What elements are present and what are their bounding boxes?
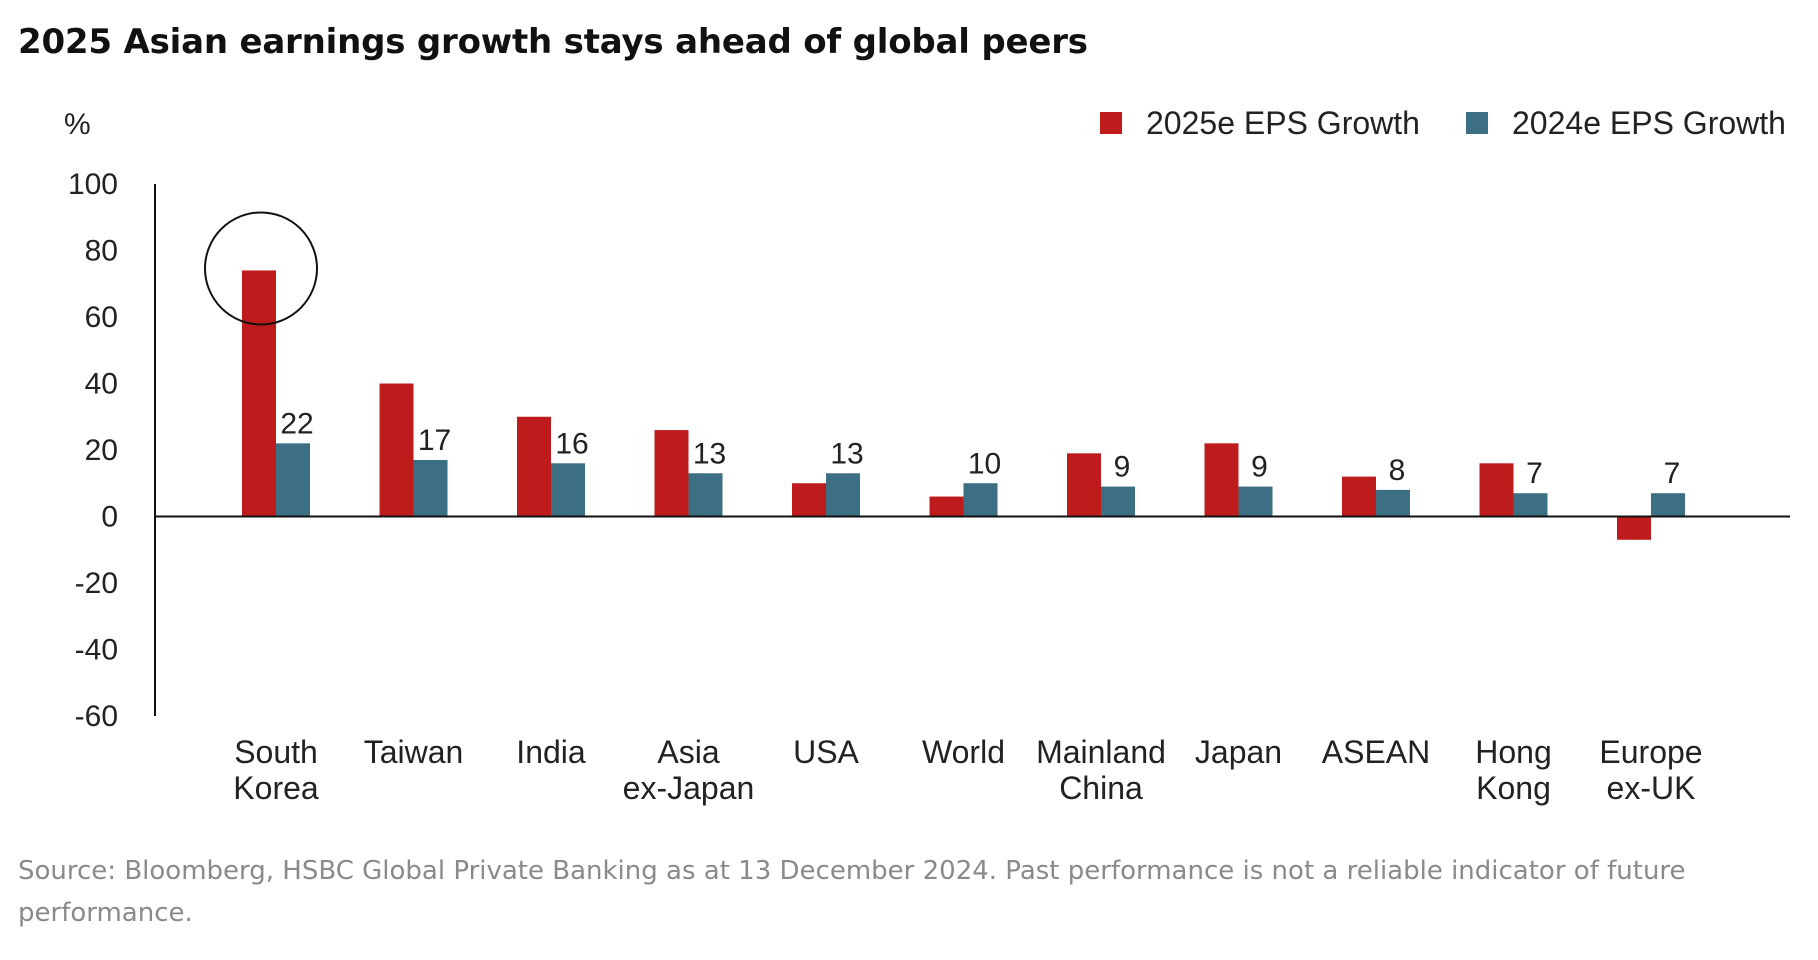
category-label: World [922, 734, 1005, 770]
data-label-2024e: 7 [1526, 457, 1543, 490]
category-label: Hong [1475, 734, 1552, 770]
y-tick-label: -40 [75, 634, 118, 667]
data-label-2024e: 9 [1114, 451, 1131, 484]
data-label-2024e: 13 [693, 437, 726, 470]
bar-2025e [1067, 453, 1101, 517]
y-tick-label: 100 [68, 168, 118, 201]
bar-2025e [517, 416, 551, 517]
category-label: India [516, 734, 586, 770]
category-label: ex-UK [1607, 770, 1696, 806]
y-tick-label: 40 [85, 368, 118, 401]
bars [242, 270, 1685, 540]
bar-2025e [1617, 516, 1651, 540]
bar-2024e [551, 463, 585, 517]
bar-2024e [963, 483, 998, 517]
category-label: Taiwan [364, 734, 464, 770]
data-label-2024e: 16 [555, 427, 588, 460]
category-label: Mainland [1036, 734, 1166, 770]
bar-2024e [1513, 493, 1548, 517]
bar-2024e [826, 473, 860, 517]
legend: 2025e EPS Growth 2024e EPS Growth [1100, 105, 1786, 141]
y-tick-label: 20 [85, 434, 118, 467]
category-label: Japan [1195, 734, 1282, 770]
bar-2024e [688, 473, 723, 517]
y-tick-label: 0 [101, 501, 118, 534]
legend-label-2025e: 2025e EPS Growth [1146, 105, 1420, 141]
category-label: China [1059, 770, 1143, 806]
y-axis-unit: % [64, 108, 91, 141]
bar-2025e [1204, 443, 1239, 517]
category-label: Kong [1476, 770, 1551, 806]
bar-2024e [1376, 489, 1410, 517]
data-label-2024e: 17 [418, 424, 451, 457]
category-label: South [234, 734, 318, 770]
bar-2025e [1342, 476, 1376, 517]
value-labels: 22 17 16 13 13 10 9 9 8 7 7 [280, 407, 1680, 490]
bar-2025e [1479, 463, 1514, 517]
bar-2025e [242, 270, 276, 517]
category-label: USA [793, 734, 859, 770]
bar-2024e [1651, 493, 1685, 517]
bar-2025e [792, 483, 826, 517]
category-label: ASEAN [1322, 734, 1430, 770]
bar-2024e [1238, 486, 1273, 517]
bar-2025e [929, 496, 964, 517]
bar-2025e [379, 383, 414, 517]
y-tick-label: -60 [75, 700, 118, 733]
data-label-2024e: 13 [830, 437, 863, 470]
y-tick-label: 80 [85, 235, 118, 268]
bar-2024e [1101, 486, 1135, 517]
data-label-2024e: 10 [968, 447, 1001, 480]
highlight-circle [204, 211, 318, 326]
bar-2024e [276, 443, 310, 517]
category-label: Europe [1599, 734, 1702, 770]
bar-2025e [654, 430, 689, 517]
legend-swatch-2025e [1100, 112, 1122, 134]
data-label-2024e: 9 [1251, 451, 1268, 484]
y-tick-label: 60 [85, 301, 118, 334]
legend-swatch-2024e [1466, 112, 1488, 134]
annotations [204, 211, 318, 326]
legend-label-2024e: 2024e EPS Growth [1512, 105, 1786, 141]
data-label-2024e: 8 [1389, 454, 1406, 487]
y-axis: 100 80 60 40 20 0 -20 -40 -60% [64, 108, 156, 733]
category-label: Korea [233, 770, 319, 806]
y-tick-label: -20 [75, 567, 118, 600]
data-label-2024e: 22 [280, 407, 313, 440]
category-label: ex-Japan [623, 770, 755, 806]
category-label: Asia [657, 734, 719, 770]
chart-title: 2025 Asian earnings growth stays ahead o… [18, 22, 1088, 62]
source-note: Source: Bloomberg, HSBC Global Private B… [18, 856, 1686, 928]
bar-2024e [413, 459, 448, 517]
data-label-2024e: 7 [1664, 457, 1681, 490]
